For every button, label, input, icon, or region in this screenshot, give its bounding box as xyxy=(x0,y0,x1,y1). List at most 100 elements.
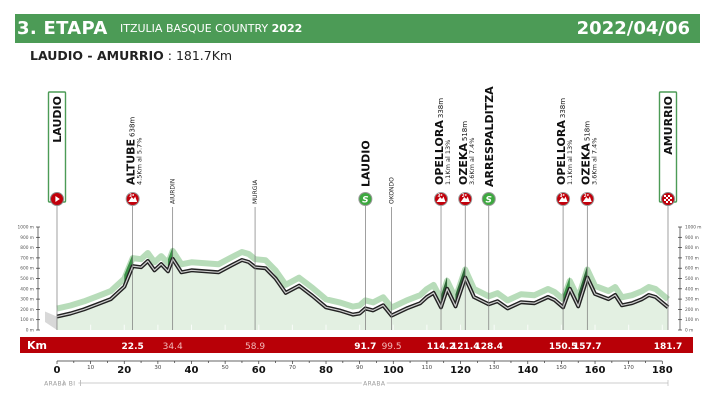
route-distance: 181.7Km xyxy=(175,48,233,63)
y-tick-label: 800 m xyxy=(20,245,34,251)
x-tick-minor: 110 xyxy=(422,365,433,371)
y-tick-label: 300 m xyxy=(685,297,699,303)
province-strip: ARABA BI ARABA xyxy=(42,379,669,388)
checker-square xyxy=(670,201,672,203)
checker-square xyxy=(664,195,666,197)
km-bar-value: 157.7 xyxy=(573,342,601,352)
x-tick-major: 40 xyxy=(185,365,199,376)
town-name: AIURDIN xyxy=(170,179,177,204)
climb-name: OZEKA518m xyxy=(457,121,470,185)
sprint-icon xyxy=(358,192,373,206)
climb-category: 2ª xyxy=(462,193,467,198)
y-tick-label: 1000 m xyxy=(18,225,35,231)
y-tick-label: 500 m xyxy=(685,276,699,282)
waypoint-laudio: S LAUDIO xyxy=(358,140,373,330)
y-tick-label: 600 m xyxy=(20,266,34,272)
stage-title: 3. ETAPA xyxy=(17,18,108,39)
climb-category: 2ª xyxy=(584,193,589,198)
route-finish: AMURRIO xyxy=(96,48,164,63)
race-name: ITZULIA BASQUE COUNTRY 2022 xyxy=(120,14,302,43)
checker-square xyxy=(664,199,666,201)
waypoint-amurrio: AMURRIO xyxy=(658,91,678,330)
climb-category: 3ª xyxy=(438,193,443,198)
km-bar-label: Km xyxy=(27,339,47,352)
waypoint-murgia: MURGIA xyxy=(252,179,259,330)
y-tick-label: 300 m xyxy=(20,297,34,303)
km-bar-value: 114.2 xyxy=(427,342,455,352)
x-tick-minor: 130 xyxy=(489,365,500,371)
climb-detail: 3.6Km al 7.4% xyxy=(590,138,598,185)
x-tick-major: 180 xyxy=(652,365,673,376)
mountain-glyph xyxy=(582,196,592,202)
province-label: ARABA xyxy=(44,381,67,388)
checker-square xyxy=(666,201,668,203)
x-tick-major: 0 xyxy=(54,365,61,376)
y-tick-label: 0 m xyxy=(685,328,693,334)
x-tick-minor: 50 xyxy=(222,365,229,371)
y-tick-label: 700 m xyxy=(20,255,34,261)
km-bar-value: 34.4 xyxy=(163,342,183,352)
y-tick-label: 100 m xyxy=(685,317,699,323)
km-bar-value: 181.7 xyxy=(654,342,682,352)
y-tick-label: 900 m xyxy=(685,235,699,241)
profile-fill xyxy=(57,258,668,330)
profile-base xyxy=(45,311,57,330)
y-tick-label: 0 m xyxy=(26,328,34,334)
climb-name: OZEKA518m xyxy=(579,121,592,185)
mountain-glyph xyxy=(460,196,470,202)
y-tick-label: 700 m xyxy=(685,255,699,261)
x-tick-major: 80 xyxy=(319,365,333,376)
waypoint-arrespalditza: S ARRESPALDITZA xyxy=(481,86,496,330)
stage-date: 2022/04/06 xyxy=(576,18,690,39)
mountain-glyph xyxy=(128,196,138,202)
climb-altitude: 518m xyxy=(583,121,591,141)
climb-detail: 1.1Km al 13% xyxy=(444,140,452,185)
km-bar xyxy=(20,337,693,353)
climb-category: 3ª xyxy=(560,193,565,198)
climb-altitude: 518m xyxy=(461,121,469,141)
climb-altitude: 338m xyxy=(559,98,567,118)
y-tick-label: 1000 m xyxy=(685,225,702,231)
y-tick-label: 500 m xyxy=(20,276,34,282)
y-tick-label: 100 m xyxy=(20,317,34,323)
climb-altitude: 338m xyxy=(437,98,445,118)
route-separator: - xyxy=(83,48,97,63)
play-glyph xyxy=(55,196,60,202)
finish-name: AMURRIO xyxy=(662,96,675,155)
y-tick-label: 800 m xyxy=(685,245,699,251)
y-tick-label: 600 m xyxy=(685,266,699,272)
y-tick-label: 200 m xyxy=(20,307,34,313)
province-label: ARABA xyxy=(363,381,386,388)
checker-square xyxy=(670,197,672,199)
climb-altitude: 638m xyxy=(129,117,137,137)
start-name: LAUDIO xyxy=(51,96,64,143)
climb-category: 3ª xyxy=(129,193,134,198)
x-tick-minor: 10 xyxy=(87,365,94,371)
waypoint-aiurdin: AIURDIN xyxy=(170,179,177,330)
y-tick-label: 400 m xyxy=(685,286,699,292)
y-axis-right: 0 m 100 m 200 m 300 m 400 m 500 m 600 m 700 m 80… xyxy=(678,225,702,334)
sprint-glyph: S xyxy=(486,196,492,206)
profile-line-inner xyxy=(56,258,669,318)
y-tick-label: 200 m xyxy=(685,307,699,313)
route-start: LAUDIO xyxy=(30,48,84,63)
x-tick-major: 100 xyxy=(383,365,404,376)
y-axis-left: 0 m 100 m 200 m 300 m 400 m 500 m 600 m 700 m 80… xyxy=(18,225,40,334)
province-label-bg xyxy=(42,379,68,387)
race-year: 2022 xyxy=(271,22,303,35)
race-name-text: ITZULIA BASQUE COUNTRY xyxy=(120,22,269,35)
town-name: OKONDO xyxy=(389,177,396,204)
province-label-bg xyxy=(361,379,387,387)
waypoint-laudio: LAUDIO xyxy=(47,91,67,330)
km-bar-value: 99.5 xyxy=(382,342,402,352)
climb-detail: 3.6Km al 7.4% xyxy=(468,138,476,185)
mountain-glyph xyxy=(436,196,446,202)
climb-detail: 1.1Km al 13% xyxy=(566,140,574,185)
y-tick-label: 900 m xyxy=(20,235,34,241)
x-tick-major: 20 xyxy=(117,365,131,376)
km-bar-value: 128.4 xyxy=(475,342,503,352)
province-label-bg xyxy=(65,379,79,387)
checker-square xyxy=(668,199,670,201)
